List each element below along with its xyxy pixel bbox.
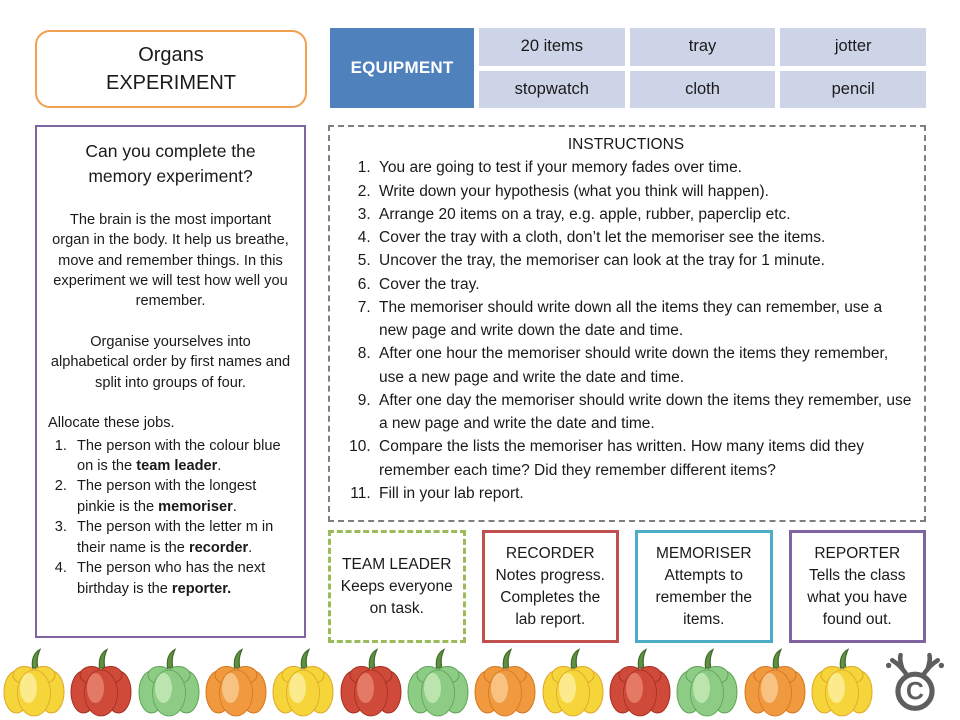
instruction-step: After one hour the memoriser should writ…: [375, 342, 914, 389]
slide-title-line1: Organs: [138, 43, 204, 66]
slide-title-line2: EXPERIMENT: [105, 72, 237, 94]
job-item: The person with the letter m in their na…: [71, 517, 296, 558]
role-description: Tells the class what you have found out.: [807, 566, 908, 628]
equipment-table: EQUIPMENT 20 items tray jotter stopwatch clo…: [330, 28, 926, 108]
instructions-list: You are going to test if your memory fad…: [338, 156, 914, 505]
instruction-step: You are going to test if your memory fad…: [375, 156, 914, 179]
pepper-red: [608, 648, 672, 718]
svg-text:C: C: [906, 679, 924, 706]
equipment-cell: pencil: [780, 70, 926, 108]
instruction-step: Write down your hypothesis (what you thi…: [375, 180, 914, 203]
intro-paragraph-2: Organise yourselves into alphabetical or…: [50, 333, 291, 391]
instruction-step: Compare the lists the memoriser has writ…: [375, 435, 914, 482]
job-item: The person who has the next birthday is …: [71, 558, 296, 599]
job-item: The person with the longest pinkie is th…: [71, 476, 296, 517]
equipment-cell: jotter: [780, 28, 926, 66]
instruction-step: Cover the tray with a cloth, don’t let t…: [375, 226, 914, 249]
equipment-header: EQUIPMENT: [330, 28, 474, 108]
equipment-items: 20 items tray jotter stopwatch cloth pencil: [479, 28, 926, 108]
pepper-orange: [473, 648, 537, 718]
pepper-yellow: [271, 648, 335, 718]
instruction-step: Fill in your lab report.: [375, 482, 914, 505]
pepper-green: [137, 648, 201, 718]
pepper-yellow: [810, 648, 874, 718]
job-item: The person with the colour blue on is th…: [71, 436, 296, 477]
pepper-green: [675, 648, 739, 718]
role-name: RECORDER: [505, 544, 595, 562]
role-box-memoriser: MEMORISER Attempts to remember the items…: [635, 530, 773, 643]
equipment-cell: 20 items: [479, 28, 625, 66]
role-name: TEAM LEADER: [342, 555, 452, 573]
intro-heading: Can you complete the memory experiment?: [85, 141, 256, 187]
role-name: REPORTER: [814, 544, 901, 562]
pepper-orange: [743, 648, 807, 718]
pepper-yellow: [541, 648, 605, 718]
roles-row: TEAM LEADER Keeps everyone on task. RECO…: [328, 530, 926, 643]
instruction-step: The memoriser should write down all the …: [375, 296, 914, 343]
job-role-name: recorder: [188, 539, 249, 556]
role-box-recorder: RECORDER Notes progress. Completes the l…: [481, 530, 619, 643]
copyright-moose-icon: C: [878, 652, 952, 714]
instruction-step: Arrange 20 items on a tray, e.g. apple, …: [375, 203, 914, 226]
instruction-step: Cover the tray.: [375, 273, 914, 296]
role-box-reporter: REPORTER Tells the class what you have f…: [788, 530, 926, 643]
jobs-list: The person with the colour blue on is th…: [45, 436, 296, 599]
pepper-red: [69, 648, 133, 718]
pepper-red: [339, 648, 403, 718]
pepper-orange: [204, 648, 268, 718]
role-description: Attempts to remember the items.: [655, 566, 752, 628]
instructions-heading: INSTRUCTIONS: [567, 136, 685, 153]
instructions-panel: INSTRUCTIONS You are going to test if yo…: [328, 125, 926, 522]
role-box-team-leader: TEAM LEADER Keeps everyone on task.: [328, 530, 466, 643]
equipment-cell: tray: [629, 28, 776, 66]
title-box: Organs EXPERIMENT: [35, 30, 307, 108]
job-role-name: memoriser: [158, 498, 233, 515]
equipment-cell: stopwatch: [479, 70, 625, 108]
job-role-name: team leader: [136, 457, 218, 474]
instruction-step: Uncover the tray, the memoriser can look…: [375, 249, 914, 272]
role-description: Notes progress. Completes the lab report…: [495, 566, 605, 628]
job-role-name: reporter.: [171, 580, 232, 597]
role-name: MEMORISER: [655, 544, 752, 562]
pepper-strip: [2, 648, 874, 718]
intro-paragraph-1: The brain is the most important organ in…: [52, 211, 289, 310]
pepper-green: [406, 648, 470, 718]
equipment-cell: cloth: [629, 70, 776, 108]
role-description: Keeps everyone on task.: [340, 577, 453, 617]
instruction-step: After one day the memoriser should write…: [375, 389, 914, 436]
pepper-yellow: [2, 648, 66, 718]
intro-panel: Can you complete the memory experiment? …: [35, 125, 306, 638]
jobs-label: Allocate these jobs.: [48, 415, 175, 432]
